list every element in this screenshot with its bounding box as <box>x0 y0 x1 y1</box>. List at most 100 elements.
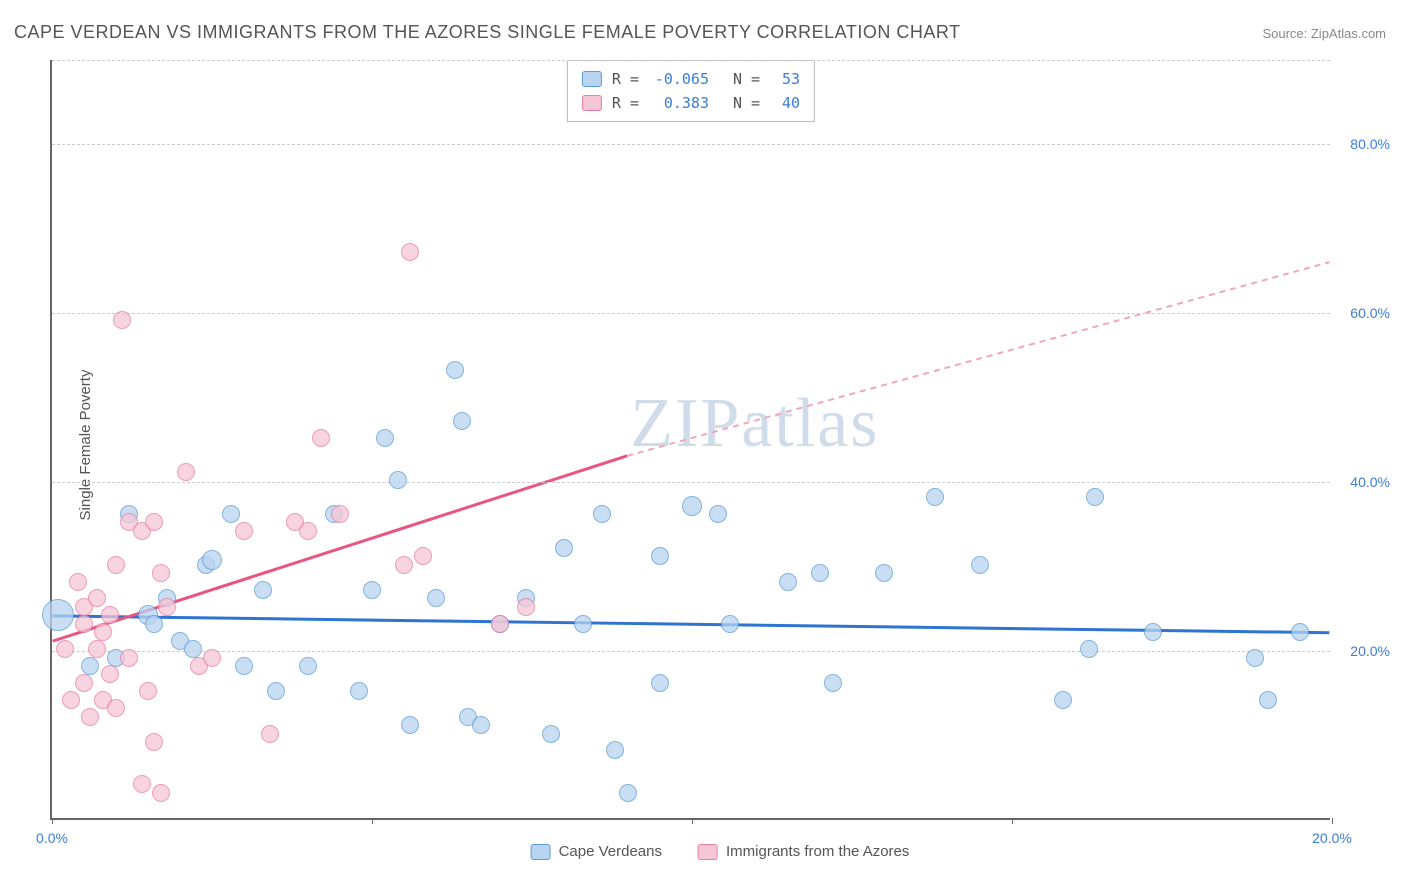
x-tick-label: 0.0% <box>36 830 68 846</box>
data-point <box>779 573 797 591</box>
data-point <box>222 505 240 523</box>
data-point <box>88 589 106 607</box>
data-point <box>1259 691 1277 709</box>
data-point <box>177 463 195 481</box>
data-point <box>491 615 509 633</box>
data-point <box>875 564 893 582</box>
x-tick-mark <box>692 818 693 824</box>
y-tick-label: 80.0% <box>1350 136 1390 152</box>
data-point <box>101 606 119 624</box>
data-point <box>107 699 125 717</box>
data-point <box>472 716 490 734</box>
data-point <box>389 471 407 489</box>
data-point <box>709 505 727 523</box>
data-point <box>1054 691 1072 709</box>
data-point <box>88 640 106 658</box>
data-point <box>1246 649 1264 667</box>
watermark: ZIPatlas <box>630 384 879 464</box>
stat-r-label: R = <box>612 67 639 91</box>
data-point <box>107 556 125 574</box>
data-point <box>139 682 157 700</box>
data-point <box>235 522 253 540</box>
legend-item: Immigrants from the Azores <box>698 843 909 860</box>
data-point <box>619 784 637 802</box>
data-point <box>350 682 368 700</box>
data-point <box>42 599 74 631</box>
data-point <box>446 361 464 379</box>
data-point <box>395 556 413 574</box>
data-point <box>517 598 535 616</box>
stat-r-value: 0.383 <box>649 91 709 115</box>
grid-line <box>52 482 1330 483</box>
data-point <box>824 674 842 692</box>
data-point <box>401 716 419 734</box>
trend-lines <box>52 60 1330 818</box>
data-point <box>1080 640 1098 658</box>
x-tick-label: 20.0% <box>1312 830 1352 846</box>
data-point <box>721 615 739 633</box>
data-point <box>811 564 829 582</box>
data-point <box>555 539 573 557</box>
data-point <box>202 550 222 570</box>
data-point <box>331 505 349 523</box>
data-point <box>158 598 176 616</box>
stat-n-value: 53 <box>770 67 800 91</box>
legend: Cape Verdeans Immigrants from the Azores <box>531 843 910 860</box>
grid-line <box>52 60 1330 61</box>
data-point <box>453 412 471 430</box>
data-point <box>152 784 170 802</box>
data-point <box>376 429 394 447</box>
data-point <box>62 691 80 709</box>
data-point <box>261 725 279 743</box>
data-point <box>363 581 381 599</box>
x-tick-mark <box>372 818 373 824</box>
data-point <box>651 547 669 565</box>
plot-region: ZIPatlas R =-0.065N =53R =0.383N =40 20.… <box>50 60 1330 820</box>
data-point <box>254 581 272 599</box>
x-tick-mark <box>52 818 53 824</box>
data-point <box>75 615 93 633</box>
stat-r-label: R = <box>612 91 639 115</box>
stats-row: R = 0.383 N = 40 <box>582 91 800 115</box>
data-point <box>120 649 138 667</box>
y-tick-label: 60.0% <box>1350 305 1390 321</box>
data-point <box>574 615 592 633</box>
legend-label: Cape Verdeans <box>559 843 662 860</box>
data-point <box>145 733 163 751</box>
data-point <box>651 674 669 692</box>
legend-swatch <box>582 71 602 87</box>
chart-area: Single Female Poverty ZIPatlas R =-0.065… <box>50 60 1390 830</box>
data-point <box>101 665 119 683</box>
data-point <box>926 488 944 506</box>
legend-item: Cape Verdeans <box>531 843 662 860</box>
stat-n-label: N = <box>733 91 760 115</box>
data-point <box>299 522 317 540</box>
data-point <box>145 513 163 531</box>
legend-swatch <box>582 95 602 111</box>
data-point <box>312 429 330 447</box>
data-point <box>1086 488 1104 506</box>
data-point <box>427 589 445 607</box>
data-point <box>414 547 432 565</box>
legend-swatch <box>698 844 718 860</box>
data-point <box>94 623 112 641</box>
data-point <box>235 657 253 675</box>
data-point <box>401 243 419 261</box>
data-point <box>1144 623 1162 641</box>
x-tick-mark <box>1012 818 1013 824</box>
data-point <box>1291 623 1309 641</box>
data-point <box>184 640 202 658</box>
data-point <box>69 573 87 591</box>
data-point <box>299 657 317 675</box>
data-point <box>542 725 560 743</box>
data-point <box>113 311 131 329</box>
data-point <box>971 556 989 574</box>
data-point <box>203 649 221 667</box>
grid-line <box>52 144 1330 145</box>
data-point <box>682 496 702 516</box>
stat-r-value: -0.065 <box>649 67 709 91</box>
stat-n-value: 40 <box>770 91 800 115</box>
data-point <box>56 640 74 658</box>
data-point <box>81 657 99 675</box>
data-point <box>606 741 624 759</box>
